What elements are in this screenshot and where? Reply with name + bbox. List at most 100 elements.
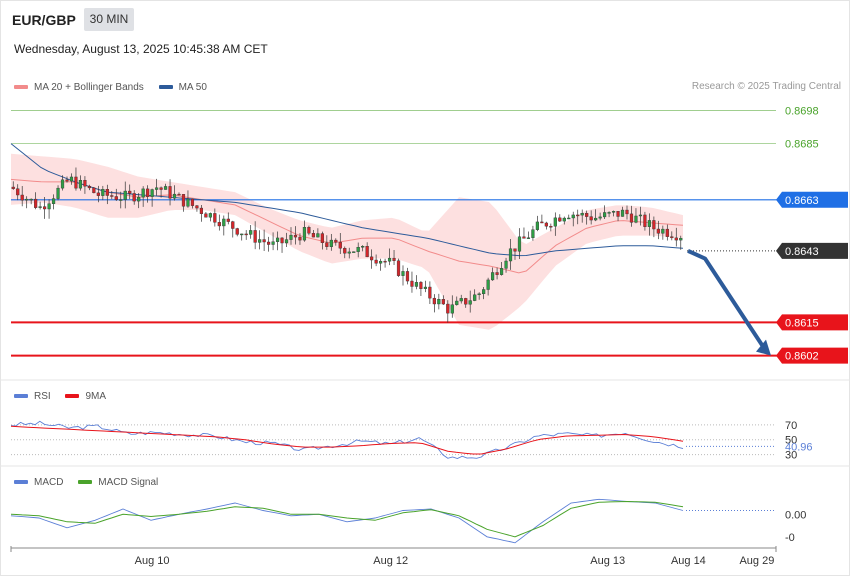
chart-datetime: Wednesday, August 13, 2025 10:45:38 AM C… [14, 42, 268, 56]
candle-body [74, 176, 78, 189]
candle-body [508, 248, 513, 262]
level-0-8643-tag [776, 242, 848, 259]
candle-body [240, 233, 244, 236]
candle-body [558, 217, 562, 222]
rsi-level-label-50: 50 [785, 435, 797, 447]
candle-body [513, 248, 517, 252]
candle-body [652, 220, 656, 230]
candle-body [450, 304, 454, 314]
candle-body [549, 225, 553, 228]
macd-level-label-1: -0 [785, 532, 795, 544]
x-tick-label: Aug 12 [373, 555, 408, 567]
candle-body [307, 227, 311, 234]
candle-body [571, 214, 575, 219]
candle-body [361, 246, 365, 248]
candle-body [262, 239, 266, 243]
candle-body [526, 237, 531, 239]
candle-body [396, 260, 401, 276]
level-0-8615-tag [776, 314, 848, 331]
candle-body [298, 236, 302, 241]
candle-body [92, 187, 96, 194]
candle-body [638, 214, 643, 217]
candle-body [168, 186, 172, 199]
candle-body [217, 222, 221, 227]
candle-body [392, 257, 396, 261]
candle-body [379, 260, 383, 264]
candle-body [249, 230, 253, 235]
legend-macd: MACD [14, 477, 63, 488]
candle-body [78, 180, 83, 189]
candle-body [522, 236, 526, 239]
candle-body [177, 193, 181, 196]
macd-pane: 0.00 -0 [10, 498, 806, 544]
candle-body [446, 303, 450, 314]
candle-body [119, 199, 123, 201]
candle-body [83, 180, 87, 187]
candle-body [16, 188, 20, 196]
candle-body [25, 198, 29, 201]
candle-body [271, 241, 275, 245]
candle-body [486, 279, 490, 290]
symbol-label: EUR/GBP [12, 12, 76, 28]
candle-body [293, 234, 298, 238]
forecast-arrow-line [687, 249, 765, 348]
candle-body [334, 239, 338, 243]
candle-body [204, 213, 208, 218]
candle-body [20, 194, 24, 201]
candle-body [499, 268, 504, 275]
candle-body [370, 256, 374, 261]
candle-body [665, 228, 669, 237]
candle-body [114, 196, 118, 200]
candle-body [482, 289, 486, 295]
bollinger-band-fill [11, 153, 683, 330]
level-0-8643-label: 0.8643 [785, 246, 819, 258]
candle-body [553, 217, 557, 227]
candle-body [65, 179, 69, 182]
ma50-line [10, 143, 684, 257]
candle-body [47, 203, 51, 210]
candle-body [186, 198, 190, 207]
rsi-9ma-line [10, 425, 684, 455]
candle-body [468, 300, 472, 305]
legend-ma50: MA 50 [158, 82, 207, 93]
candle-body [11, 186, 15, 189]
candle-body [96, 192, 100, 196]
forecast-arrow-head [756, 339, 771, 356]
candle-body [60, 179, 65, 189]
timeframe-button[interactable]: 30 MIN [84, 8, 134, 31]
research-credit: Research © 2025 Trading Central [691, 81, 841, 92]
candle-body [441, 299, 445, 305]
candle-body [459, 298, 463, 302]
candle-body [598, 216, 602, 219]
rsi-current-value: 40.96 [785, 441, 813, 453]
candle-body [477, 293, 481, 296]
candle-body [316, 233, 320, 238]
macd-line [10, 498, 684, 544]
candle-body [504, 260, 508, 269]
candle-body [325, 242, 329, 247]
candle-body [231, 221, 235, 229]
candle-body [540, 221, 544, 224]
candle-body [34, 198, 38, 208]
candle-body [159, 187, 163, 190]
candle-body [661, 228, 665, 234]
candle-body [562, 217, 566, 222]
candle-body [365, 246, 369, 258]
candle-body [29, 198, 33, 201]
candle-body [181, 194, 186, 207]
candle-body [110, 195, 114, 197]
candle-body [620, 209, 625, 217]
candle-body [414, 282, 419, 287]
candle-body [199, 207, 203, 214]
main-legend: MA 20 + Bollinger Bands MA 50 [14, 81, 219, 93]
candle-body [172, 193, 177, 199]
candle-body [320, 233, 324, 244]
macd-signal-line [10, 500, 684, 538]
candle-body [244, 233, 248, 236]
candle-body [491, 272, 495, 281]
candle-body [432, 297, 436, 305]
candle-body [544, 222, 548, 227]
candle-body [374, 259, 378, 264]
